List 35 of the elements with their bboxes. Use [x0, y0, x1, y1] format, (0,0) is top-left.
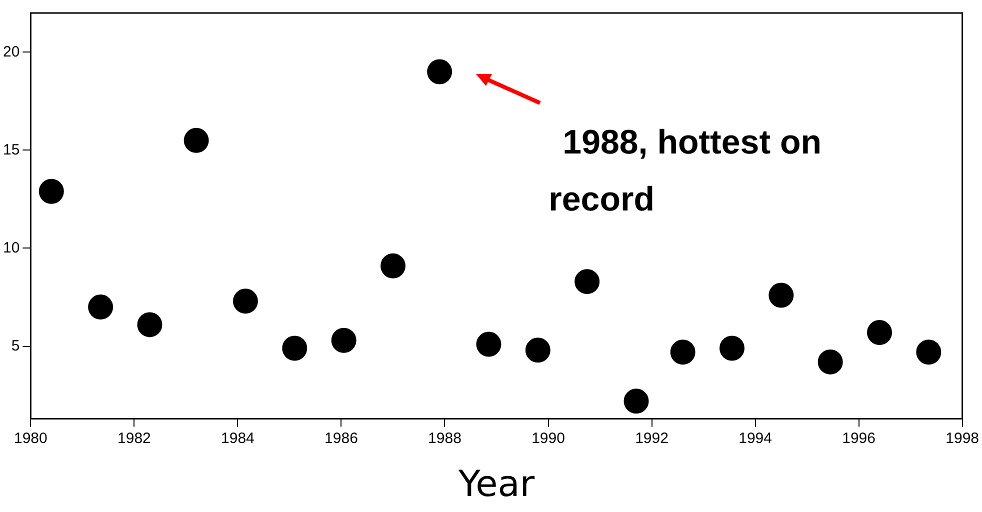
point	[916, 340, 942, 365]
x-tick-label: 1994	[738, 430, 772, 447]
x-tick-label: 1980	[14, 430, 48, 447]
y-tick-label: 5	[11, 337, 20, 354]
x-tick-label: 1984	[221, 430, 254, 447]
x-tick-label: 1990	[532, 430, 565, 447]
x-tick-label: 1988	[428, 430, 462, 447]
point	[574, 269, 600, 294]
x-tick-label: 1996	[842, 430, 876, 447]
y-tick-label: 20	[2, 43, 20, 60]
point	[282, 336, 308, 361]
point	[137, 312, 162, 338]
point	[38, 178, 64, 204]
point	[624, 388, 649, 414]
point	[525, 338, 550, 363]
x-tick-label: 1986	[324, 430, 358, 447]
point	[380, 253, 406, 278]
point	[719, 336, 744, 361]
x-tick-label: 1992	[635, 430, 668, 447]
y-tick-label: 15	[2, 141, 20, 158]
point	[88, 294, 114, 320]
point	[867, 320, 892, 346]
point	[768, 282, 794, 308]
annotation: 1988, hottest on record	[548, 123, 822, 219]
x-axis-title: Year	[457, 464, 535, 505]
point	[427, 59, 452, 84]
x-tick-label: 1982	[118, 430, 151, 447]
point	[476, 332, 502, 357]
point	[184, 128, 209, 153]
x-tick-label: 1998	[946, 430, 980, 447]
y-tick-label: 10	[2, 239, 20, 256]
point	[232, 288, 258, 314]
point	[818, 349, 843, 374]
point	[331, 328, 356, 353]
point	[670, 340, 696, 365]
